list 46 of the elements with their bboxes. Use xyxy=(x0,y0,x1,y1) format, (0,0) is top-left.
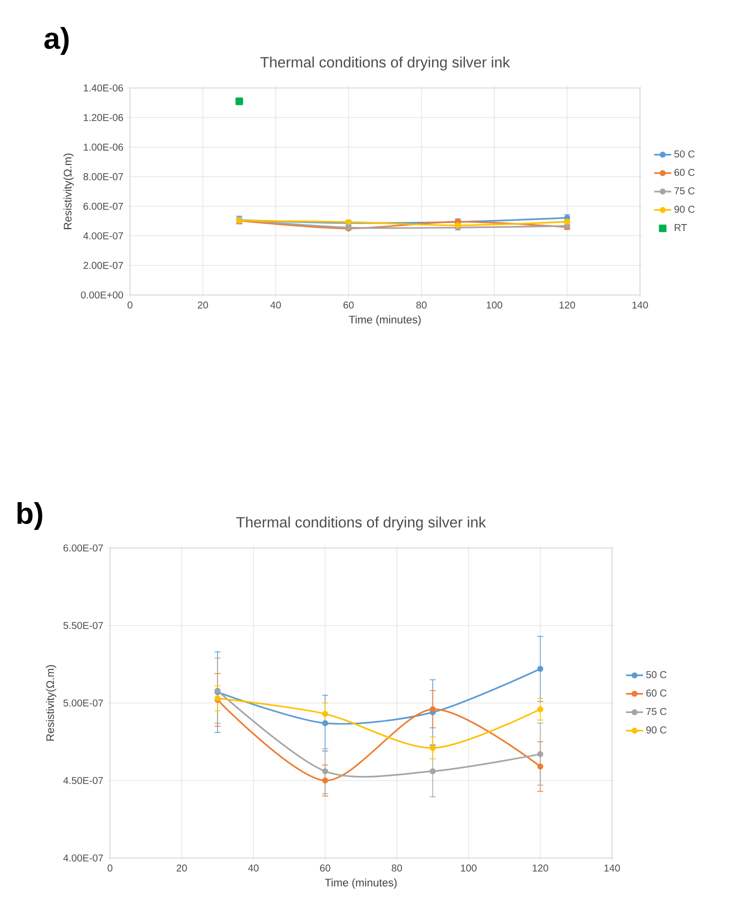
x-tick-label: 100 xyxy=(461,864,476,872)
y-tick-label: 5.00E-07 xyxy=(63,699,103,707)
x-tick-label: 0 xyxy=(128,302,132,309)
legend-label: 75 C xyxy=(674,187,695,194)
chart-title: Thermal conditions of drying silver ink xyxy=(260,56,510,70)
x-axis-title: Time (minutes) xyxy=(348,315,421,326)
x-tick-label: 40 xyxy=(270,302,281,309)
x-tick-label: 40 xyxy=(248,864,259,872)
x-tick-label: 100 xyxy=(486,302,502,309)
legend-label: 50 C xyxy=(674,150,695,158)
x-tick-label: 140 xyxy=(604,864,620,872)
x-tick-label: 80 xyxy=(416,302,427,309)
y-tick-label: 4.50E-07 xyxy=(63,776,103,784)
legend-label: RT xyxy=(674,224,687,232)
x-tick-label: 20 xyxy=(198,302,208,309)
x-tick-label: 80 xyxy=(392,864,402,872)
legend-label: 60 C xyxy=(674,168,695,176)
legend-label: 60 C xyxy=(646,690,666,697)
x-tick-label: 60 xyxy=(344,302,354,309)
x-tick-label: 120 xyxy=(532,864,548,872)
x-tick-label: 120 xyxy=(560,302,576,309)
x-axis-title: Time (minutes) xyxy=(324,878,397,889)
y-tick-label: 1.40E-06 xyxy=(84,84,124,92)
y-tick-label: 4.00E-07 xyxy=(83,232,123,240)
y-tick-label: 0.00E+00 xyxy=(80,291,124,299)
y-tick-label: 6.00E-07 xyxy=(64,544,103,552)
legend-label: 50 C xyxy=(646,671,666,678)
y-tick-label: 8.00E-07 xyxy=(83,173,123,180)
y-tick-label: 5.50E-07 xyxy=(63,622,103,630)
y-tick-label: 6.00E-07 xyxy=(84,202,123,210)
legend-label: 90 C xyxy=(674,206,695,213)
y-axis-title: Resistivity(Ω.m) xyxy=(46,665,56,741)
y-tick-label: 2.00E-07 xyxy=(84,262,123,269)
y-tick-label: 1.00E-06 xyxy=(84,144,124,151)
chart-title: Thermal conditions of drying silver ink xyxy=(236,516,486,530)
legend-label: 75 C xyxy=(646,708,666,716)
text: a) xyxy=(44,27,69,55)
legend-label: 90 C xyxy=(646,726,666,734)
text: b) xyxy=(17,502,42,530)
y-axis-title: Resistivity(Ω.m) xyxy=(63,154,74,230)
x-tick-label: 0 xyxy=(108,864,112,872)
y-tick-label: 1.20E-06 xyxy=(84,114,124,122)
x-tick-label: 20 xyxy=(176,864,187,872)
y-tick-label: 4.00E-07 xyxy=(63,854,103,862)
x-tick-label: 140 xyxy=(632,302,648,309)
x-tick-label: 60 xyxy=(320,864,330,872)
